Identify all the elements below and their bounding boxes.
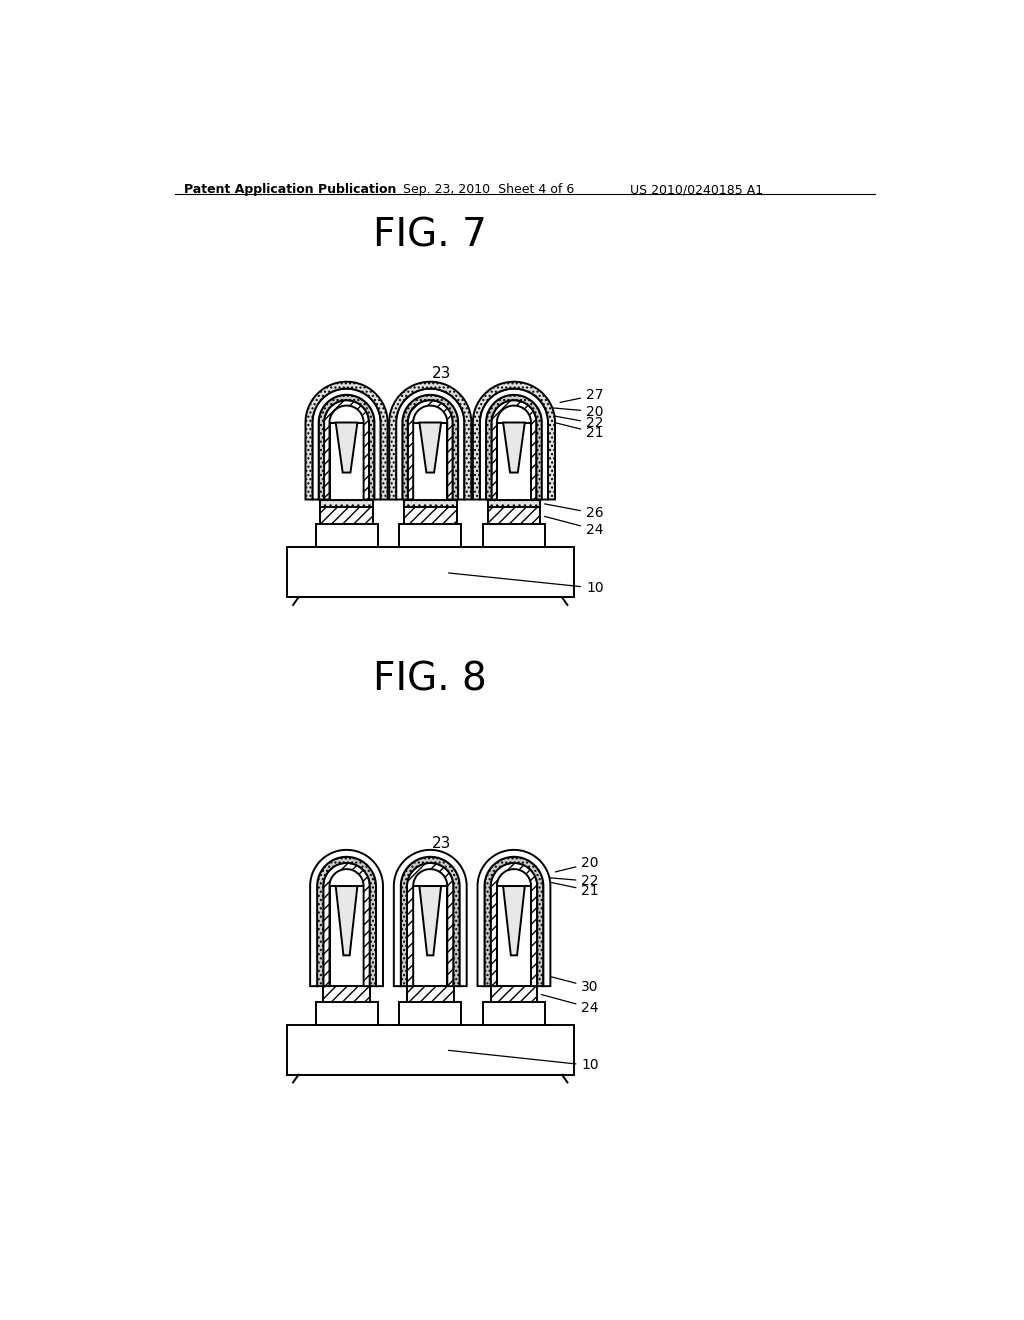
Bar	[538, 965, 544, 986]
Polygon shape	[503, 886, 524, 956]
Polygon shape	[492, 400, 537, 499]
Bar	[487, 499, 541, 507]
Bar	[497, 422, 531, 499]
Polygon shape	[503, 422, 524, 473]
Text: 22: 22	[548, 874, 599, 888]
Bar	[487, 507, 541, 524]
Text: Sep. 23, 2010  Sheet 4 of 6: Sep. 23, 2010 Sheet 4 of 6	[403, 183, 574, 197]
Polygon shape	[336, 422, 357, 473]
Text: 30: 30	[549, 975, 599, 994]
Polygon shape	[310, 850, 383, 986]
Text: 24: 24	[545, 516, 603, 536]
Polygon shape	[408, 400, 453, 499]
Polygon shape	[312, 388, 381, 499]
Bar	[287, 548, 573, 598]
Text: Patent Application Publication: Patent Application Publication	[183, 183, 396, 197]
Bar	[400, 965, 407, 986]
Polygon shape	[317, 857, 376, 986]
Bar	[490, 986, 538, 1002]
Bar	[330, 422, 364, 499]
Bar	[370, 965, 377, 986]
Polygon shape	[402, 395, 458, 499]
Text: 23: 23	[432, 366, 452, 381]
Polygon shape	[420, 422, 441, 473]
Polygon shape	[305, 381, 388, 499]
Bar	[287, 1024, 573, 1074]
Bar	[407, 986, 454, 1002]
Polygon shape	[336, 886, 357, 956]
Bar	[454, 965, 461, 986]
Bar	[315, 524, 378, 548]
Bar	[321, 499, 373, 507]
Bar	[399, 1002, 461, 1024]
Text: 10: 10	[449, 1051, 599, 1072]
Text: US 2010/0240185 A1: US 2010/0240185 A1	[630, 183, 763, 197]
Polygon shape	[394, 850, 467, 986]
Text: 24: 24	[542, 994, 599, 1015]
Polygon shape	[400, 857, 460, 986]
Polygon shape	[484, 857, 544, 986]
Polygon shape	[389, 381, 471, 499]
Polygon shape	[420, 886, 441, 956]
Bar	[483, 524, 545, 548]
Bar	[321, 507, 373, 524]
Text: 21: 21	[542, 420, 604, 440]
Bar	[315, 1002, 378, 1024]
Polygon shape	[396, 388, 464, 499]
Bar	[324, 986, 370, 1002]
Text: 27: 27	[560, 388, 603, 403]
Text: 26: 26	[545, 504, 604, 520]
Text: FIG. 7: FIG. 7	[374, 216, 487, 255]
Bar	[330, 886, 364, 986]
Text: 10: 10	[449, 573, 604, 595]
Polygon shape	[324, 863, 370, 986]
Bar	[483, 965, 490, 986]
Polygon shape	[473, 381, 555, 499]
Polygon shape	[318, 395, 375, 499]
Polygon shape	[477, 850, 550, 986]
Bar	[414, 422, 447, 499]
Polygon shape	[324, 400, 369, 499]
Text: 20: 20	[555, 857, 599, 873]
Polygon shape	[486, 395, 542, 499]
Bar	[403, 507, 457, 524]
Polygon shape	[480, 388, 548, 499]
Bar	[414, 886, 447, 986]
Text: 21: 21	[542, 880, 599, 898]
Polygon shape	[407, 863, 454, 986]
Polygon shape	[490, 863, 538, 986]
Bar	[403, 499, 457, 507]
Text: 23: 23	[432, 837, 452, 851]
Text: FIG. 8: FIG. 8	[374, 660, 487, 698]
Text: 20: 20	[553, 404, 603, 418]
Text: 22: 22	[547, 414, 603, 430]
Bar	[399, 524, 461, 548]
Bar	[483, 1002, 545, 1024]
Bar	[316, 965, 324, 986]
Bar	[497, 886, 531, 986]
